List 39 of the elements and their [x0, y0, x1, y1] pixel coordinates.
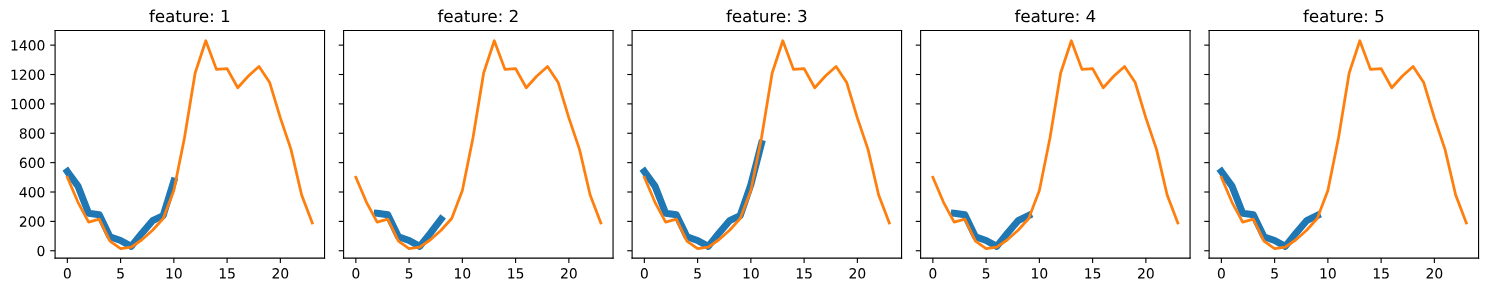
chart-title: feature: 4: [1014, 9, 1096, 23]
x-tick-label: 20: [1138, 268, 1154, 279]
y-tick-label: 1200: [11, 69, 45, 80]
x-tick-label: 20: [1426, 268, 1443, 279]
x-tick-label: 20: [849, 268, 866, 279]
y-tick-label: 200: [19, 216, 45, 227]
x-tick-label: 15: [796, 268, 812, 279]
y-tick-label: 600: [19, 157, 45, 169]
x-tick-label: 0: [929, 268, 937, 279]
line-series: [65, 39, 314, 250]
y-tick-label: 1000: [11, 98, 45, 110]
x-tick-label: 10: [1032, 268, 1048, 279]
x-tick-label: 5: [405, 268, 413, 279]
x-tick-label: 15: [1085, 268, 1101, 279]
y-tick-label: 0: [37, 245, 45, 257]
x-tick-label: 20: [561, 268, 577, 279]
x-tick-label: 10: [1320, 268, 1336, 279]
x-tick-label: 5: [1271, 268, 1278, 279]
x-tick-label: 0: [352, 268, 360, 279]
chart-title: feature: 2: [437, 9, 518, 23]
x-tick-label: 20: [272, 268, 289, 279]
x-tick-label: 15: [219, 268, 235, 279]
x-tick-label: 0: [640, 268, 648, 279]
chart-title: feature: 5: [1303, 9, 1384, 23]
y-tick-label: 400: [19, 186, 45, 198]
x-tick-label: 10: [455, 268, 471, 279]
x-tick-label: 10: [743, 268, 759, 279]
x-tick-label: 15: [508, 268, 524, 279]
y-tick-label: 1400: [11, 40, 45, 51]
x-tick-label: 10: [166, 268, 182, 279]
y-tick-label: 800: [19, 128, 45, 139]
x-tick-label: 15: [1373, 268, 1389, 279]
x-tick-label: 5: [694, 268, 701, 279]
x-tick-label: 0: [1217, 268, 1225, 279]
x-tick-label: 5: [117, 268, 124, 279]
chart-title: feature: 3: [726, 9, 807, 23]
chart-title: feature: 1: [149, 9, 230, 23]
x-tick-label: 5: [982, 268, 990, 279]
x-tick-label: 0: [63, 268, 71, 279]
